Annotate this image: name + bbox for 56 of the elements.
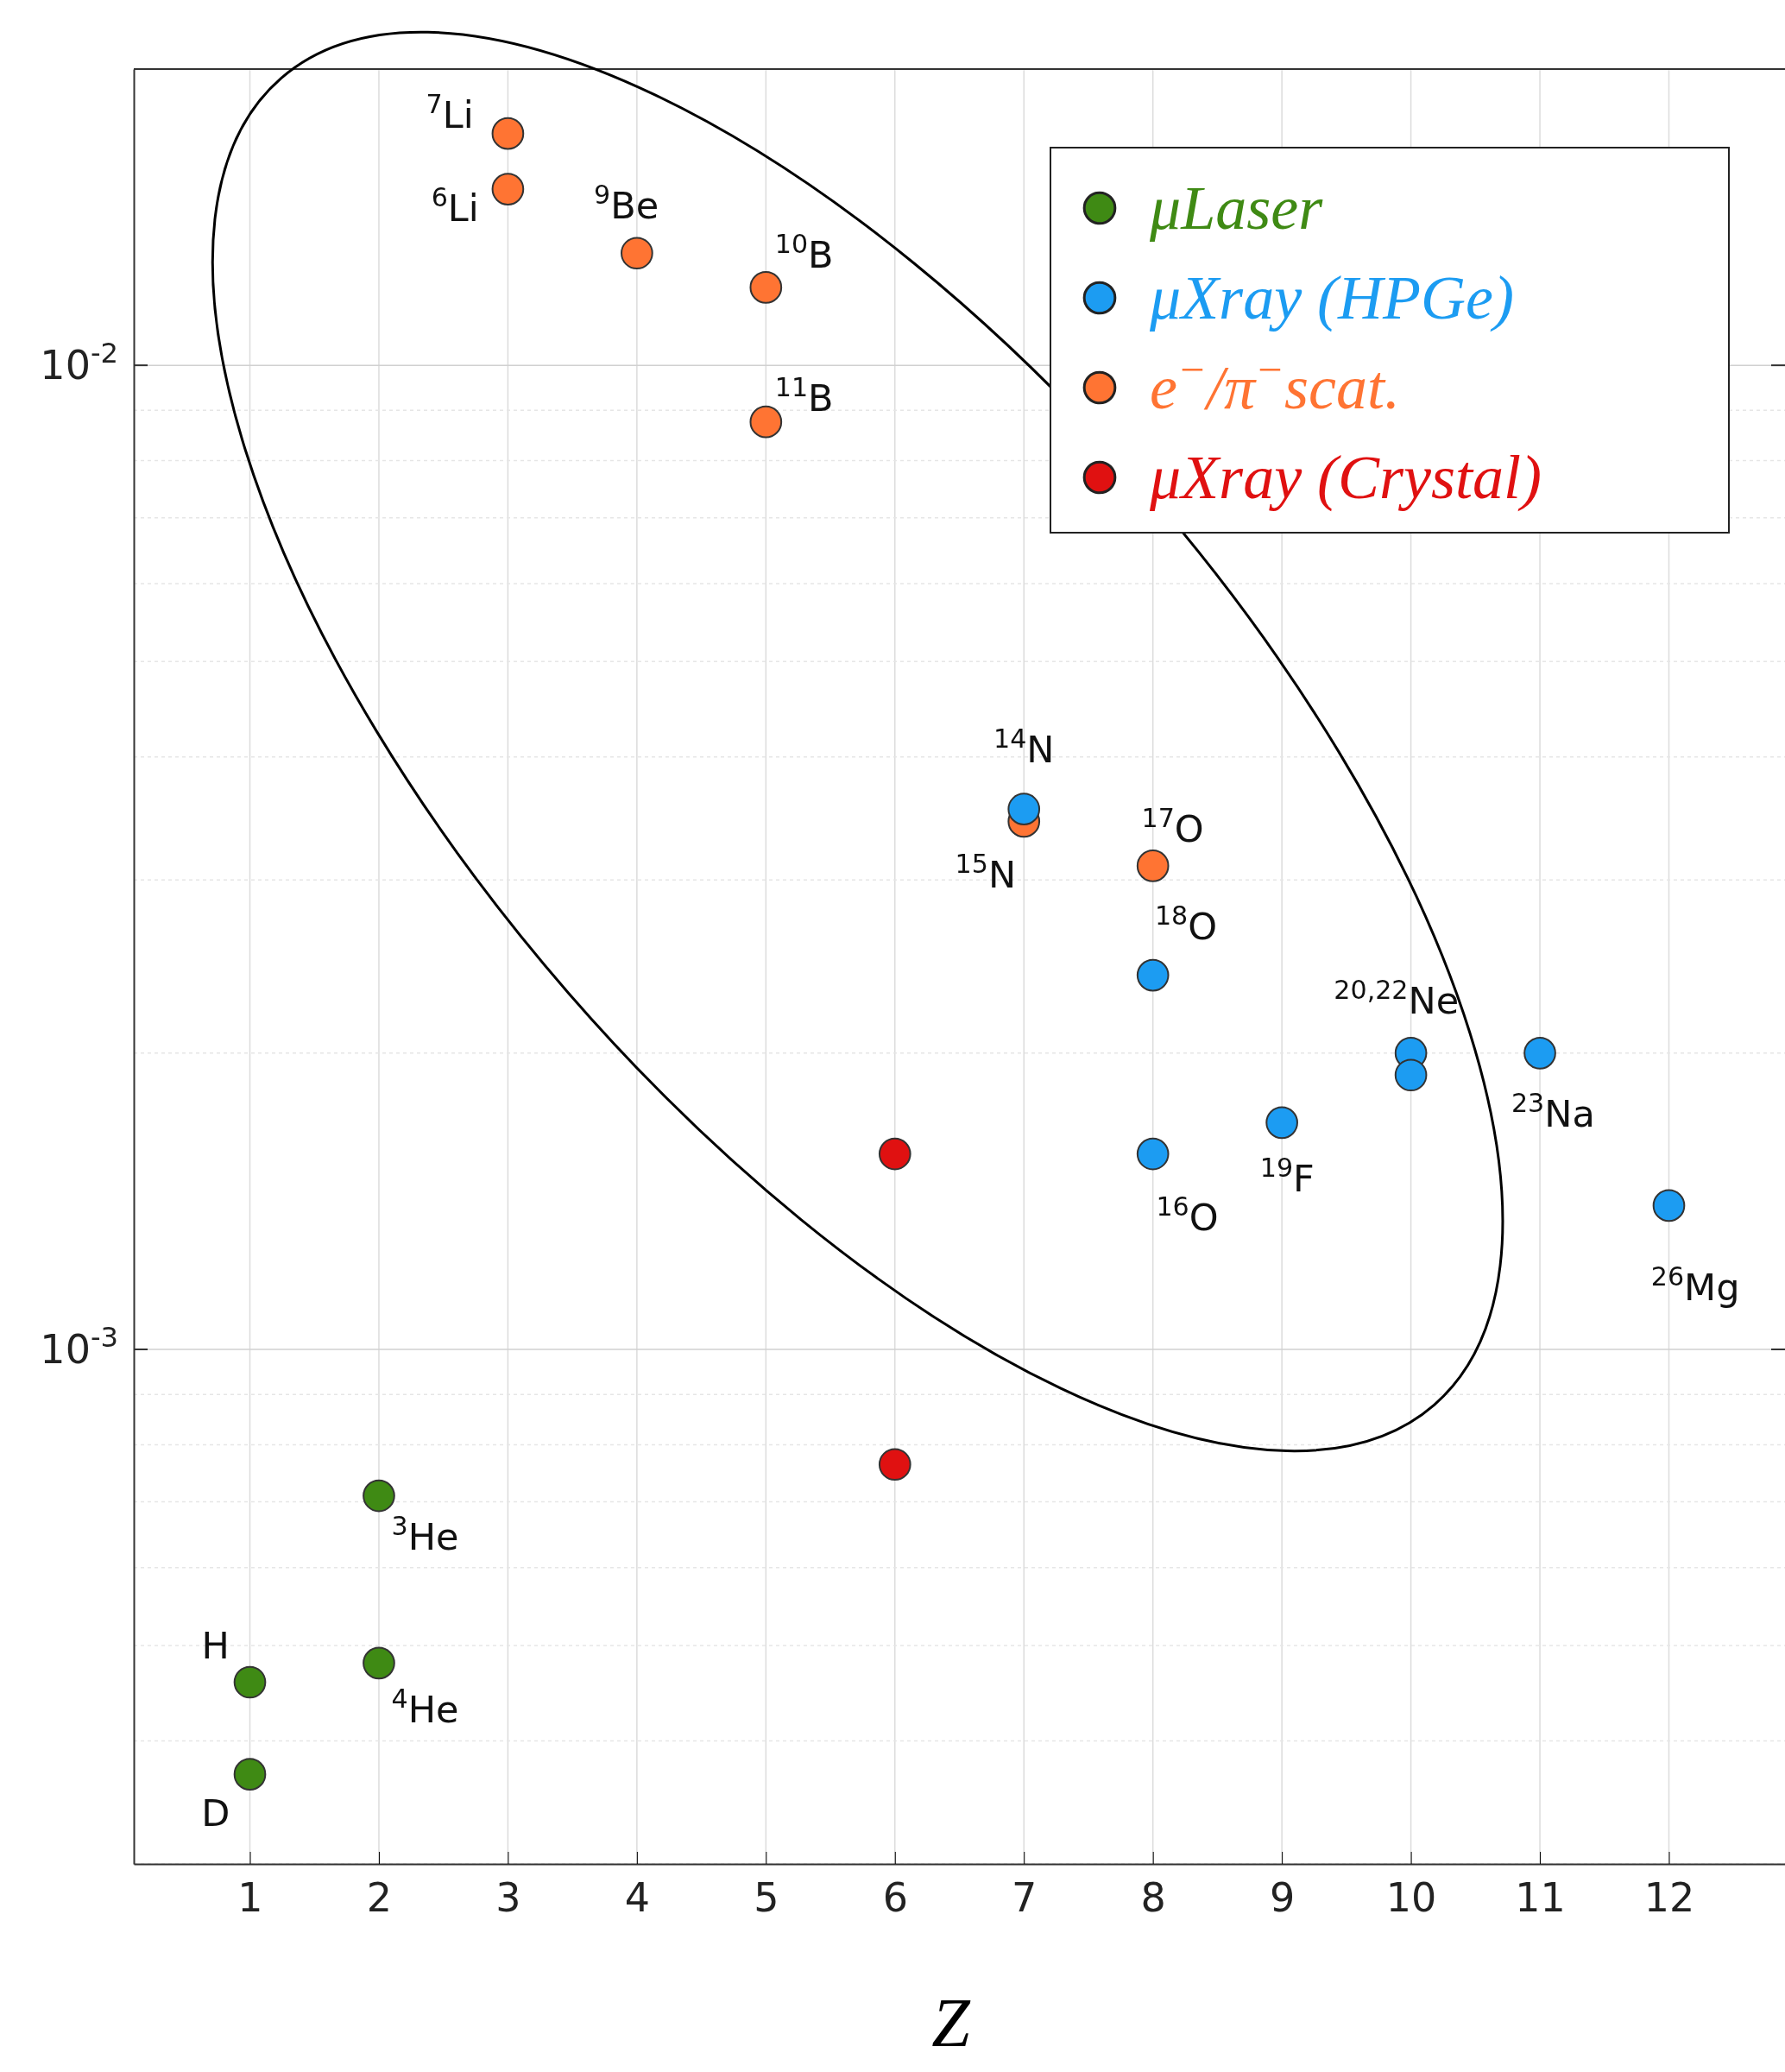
annotation: $^{3}$He (391, 1510, 459, 1558)
legend-label: μXray (HPGe) (1149, 263, 1514, 332)
x-tick-label: 7 (1012, 1873, 1038, 1921)
point (491, 117, 525, 150)
legend-label: μLaser (1149, 174, 1324, 243)
point (233, 1758, 267, 1791)
annotation: $^{18}$O (1154, 900, 1218, 948)
point (1652, 1189, 1686, 1222)
y-tick-label: 10$^{-2}$ (40, 337, 118, 389)
point (878, 1448, 911, 1481)
legend-label: e$^{−}$/π$^{−}$scat. (1150, 345, 1401, 422)
point (749, 271, 783, 304)
annotation: $^{20,22}$Ne (1334, 974, 1460, 1022)
x-tick-label: 12 (1643, 1873, 1695, 1921)
x-tick-label: 10 (1385, 1873, 1437, 1921)
x-tick-label: 1 (237, 1873, 263, 1921)
point (491, 173, 525, 205)
x-tick-label: 5 (754, 1873, 779, 1921)
annotation: $^{10}$B (774, 228, 834, 276)
y-tick-label: 10$^{-3}$ (40, 1320, 118, 1373)
x-tick-label: 9 (1269, 1873, 1296, 1921)
annotation: $^{9}$Be (594, 179, 659, 228)
point (1394, 1058, 1428, 1092)
x-axis-title: Z (931, 1985, 972, 2061)
annotation: $^{26}$Mg (1650, 1260, 1740, 1310)
point (233, 1665, 267, 1699)
point (363, 1646, 395, 1680)
point (1265, 1106, 1298, 1140)
annotation: $^{11}$B (774, 371, 834, 420)
annotation: $^{17}$O (1141, 802, 1204, 851)
annotation: $^{16}$O (1156, 1191, 1219, 1240)
annotation: $^{19}$F (1259, 1152, 1315, 1200)
annotation: $^{15}$N (955, 848, 1017, 896)
annotation: $^{6}$Li (431, 181, 479, 230)
annotation: D (201, 1791, 230, 1835)
annotation: $^{7}$Li (426, 88, 474, 137)
legend-label: μXray (Crystal) (1149, 443, 1542, 512)
point (1007, 793, 1041, 826)
point (1136, 850, 1170, 882)
point (363, 1479, 395, 1513)
annotation: $^{23}$Na (1511, 1087, 1595, 1136)
annotation: H (201, 1623, 230, 1667)
point (1136, 958, 1170, 992)
x-tick-label: 4 (624, 1873, 651, 1921)
x-tick-label: 2 (366, 1873, 393, 1921)
annotation: $^{14}$N (993, 723, 1055, 772)
point (1523, 1037, 1556, 1070)
x-tick-label: 3 (495, 1873, 521, 1921)
annotation: $^{4}$He (391, 1683, 459, 1731)
x-tick-label: 8 (1140, 1873, 1166, 1921)
point (878, 1137, 911, 1171)
point (621, 237, 653, 270)
point (1136, 1137, 1170, 1171)
x-tick-label: 6 (882, 1873, 908, 1921)
point (749, 405, 783, 439)
x-tick-label: 11 (1515, 1873, 1566, 1921)
